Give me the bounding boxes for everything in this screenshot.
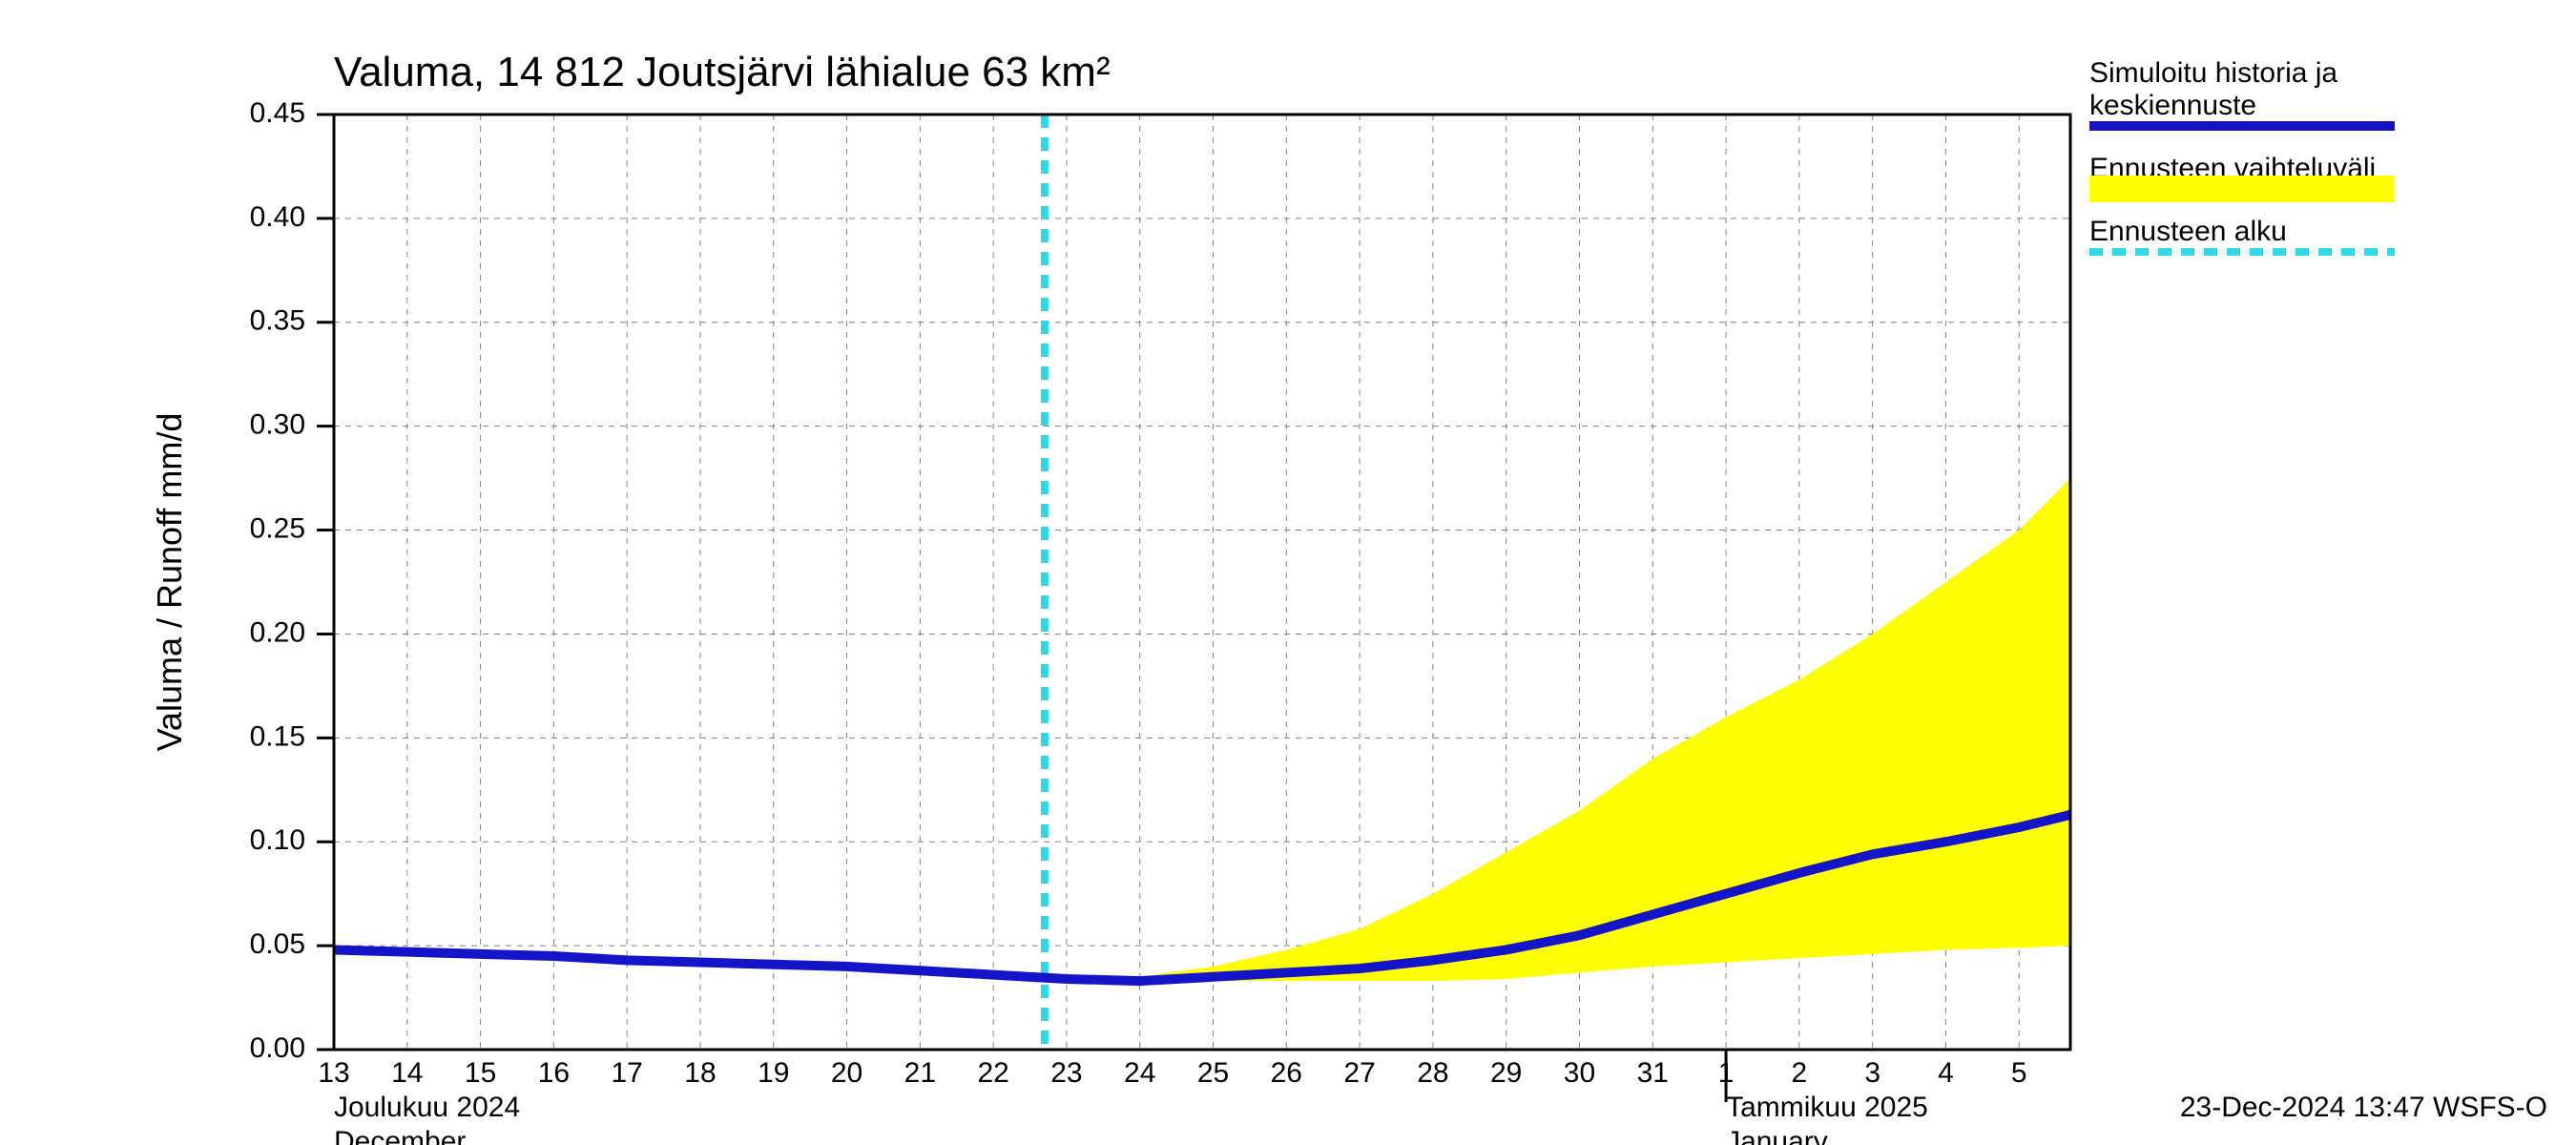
- svg-text:15: 15: [465, 1057, 496, 1089]
- footer-timestamp: 23-Dec-2024 13:47 WSFS-O: [2180, 1092, 2547, 1123]
- svg-text:17: 17: [611, 1057, 642, 1089]
- svg-text:19: 19: [758, 1057, 789, 1089]
- x-axis: 1314151617181920212223242526272829303112…: [318, 1050, 2026, 1145]
- svg-text:0.35: 0.35: [250, 305, 305, 337]
- svg-text:5: 5: [2011, 1057, 2027, 1089]
- legend-label: Simuloitu historia ja: [2089, 57, 2337, 89]
- svg-text:28: 28: [1417, 1057, 1448, 1089]
- svg-text:26: 26: [1271, 1057, 1302, 1089]
- svg-text:14: 14: [391, 1057, 423, 1089]
- svg-text:Joulukuu 2024: Joulukuu 2024: [334, 1092, 520, 1123]
- legend-swatch-band: [2089, 176, 2395, 202]
- svg-text:3: 3: [1864, 1057, 1880, 1089]
- svg-text:30: 30: [1564, 1057, 1595, 1089]
- svg-text:0.10: 0.10: [250, 824, 305, 856]
- y-axis: 0.00 0.05 0.10 0.15 0.20 0.25 0.30 0.35 0.40 0.45: [250, 97, 334, 1064]
- svg-text:0.25: 0.25: [250, 512, 305, 544]
- chart-container: 0.00 0.05 0.10 0.15 0.20 0.25 0.30 0.35 0.40 0.45…: [0, 0, 2576, 1145]
- legend-label: keskiennuste: [2089, 90, 2256, 121]
- svg-text:31: 31: [1637, 1057, 1669, 1089]
- svg-text:4: 4: [1938, 1057, 1954, 1089]
- svg-text:0.30: 0.30: [250, 409, 305, 441]
- svg-text:0.40: 0.40: [250, 201, 305, 233]
- svg-text:0.05: 0.05: [250, 928, 305, 960]
- svg-text:27: 27: [1343, 1057, 1375, 1089]
- svg-text:January: January: [1726, 1126, 1828, 1145]
- svg-text:20: 20: [831, 1057, 862, 1089]
- svg-text:23: 23: [1050, 1057, 1082, 1089]
- y-axis-label: Valuma / Runoff mm/d: [150, 413, 189, 752]
- svg-text:0.00: 0.00: [250, 1032, 305, 1064]
- svg-text:25: 25: [1197, 1057, 1229, 1089]
- svg-text:0.45: 0.45: [250, 97, 305, 129]
- runoff-chart: 0.00 0.05 0.10 0.15 0.20 0.25 0.30 0.35 0.40 0.45…: [0, 0, 2576, 1145]
- svg-text:2: 2: [1792, 1057, 1808, 1089]
- svg-text:22: 22: [977, 1057, 1008, 1089]
- chart-title: Valuma, 14 812 Joutsjärvi lähialue 63 km…: [334, 49, 1111, 95]
- svg-text:December: December: [334, 1126, 466, 1145]
- svg-text:24: 24: [1124, 1057, 1155, 1089]
- svg-text:16: 16: [538, 1057, 570, 1089]
- legend-label: Ennusteen alku: [2089, 216, 2287, 247]
- svg-text:18: 18: [684, 1057, 716, 1089]
- svg-text:29: 29: [1490, 1057, 1522, 1089]
- legend: Simuloitu historia jakeskiennuste Ennuste…: [2089, 57, 2395, 252]
- svg-text:21: 21: [904, 1057, 936, 1089]
- svg-text:0.20: 0.20: [250, 616, 305, 648]
- svg-text:0.15: 0.15: [250, 720, 305, 752]
- svg-text:13: 13: [318, 1057, 349, 1089]
- svg-text:Tammikuu 2025: Tammikuu 2025: [1726, 1092, 1928, 1123]
